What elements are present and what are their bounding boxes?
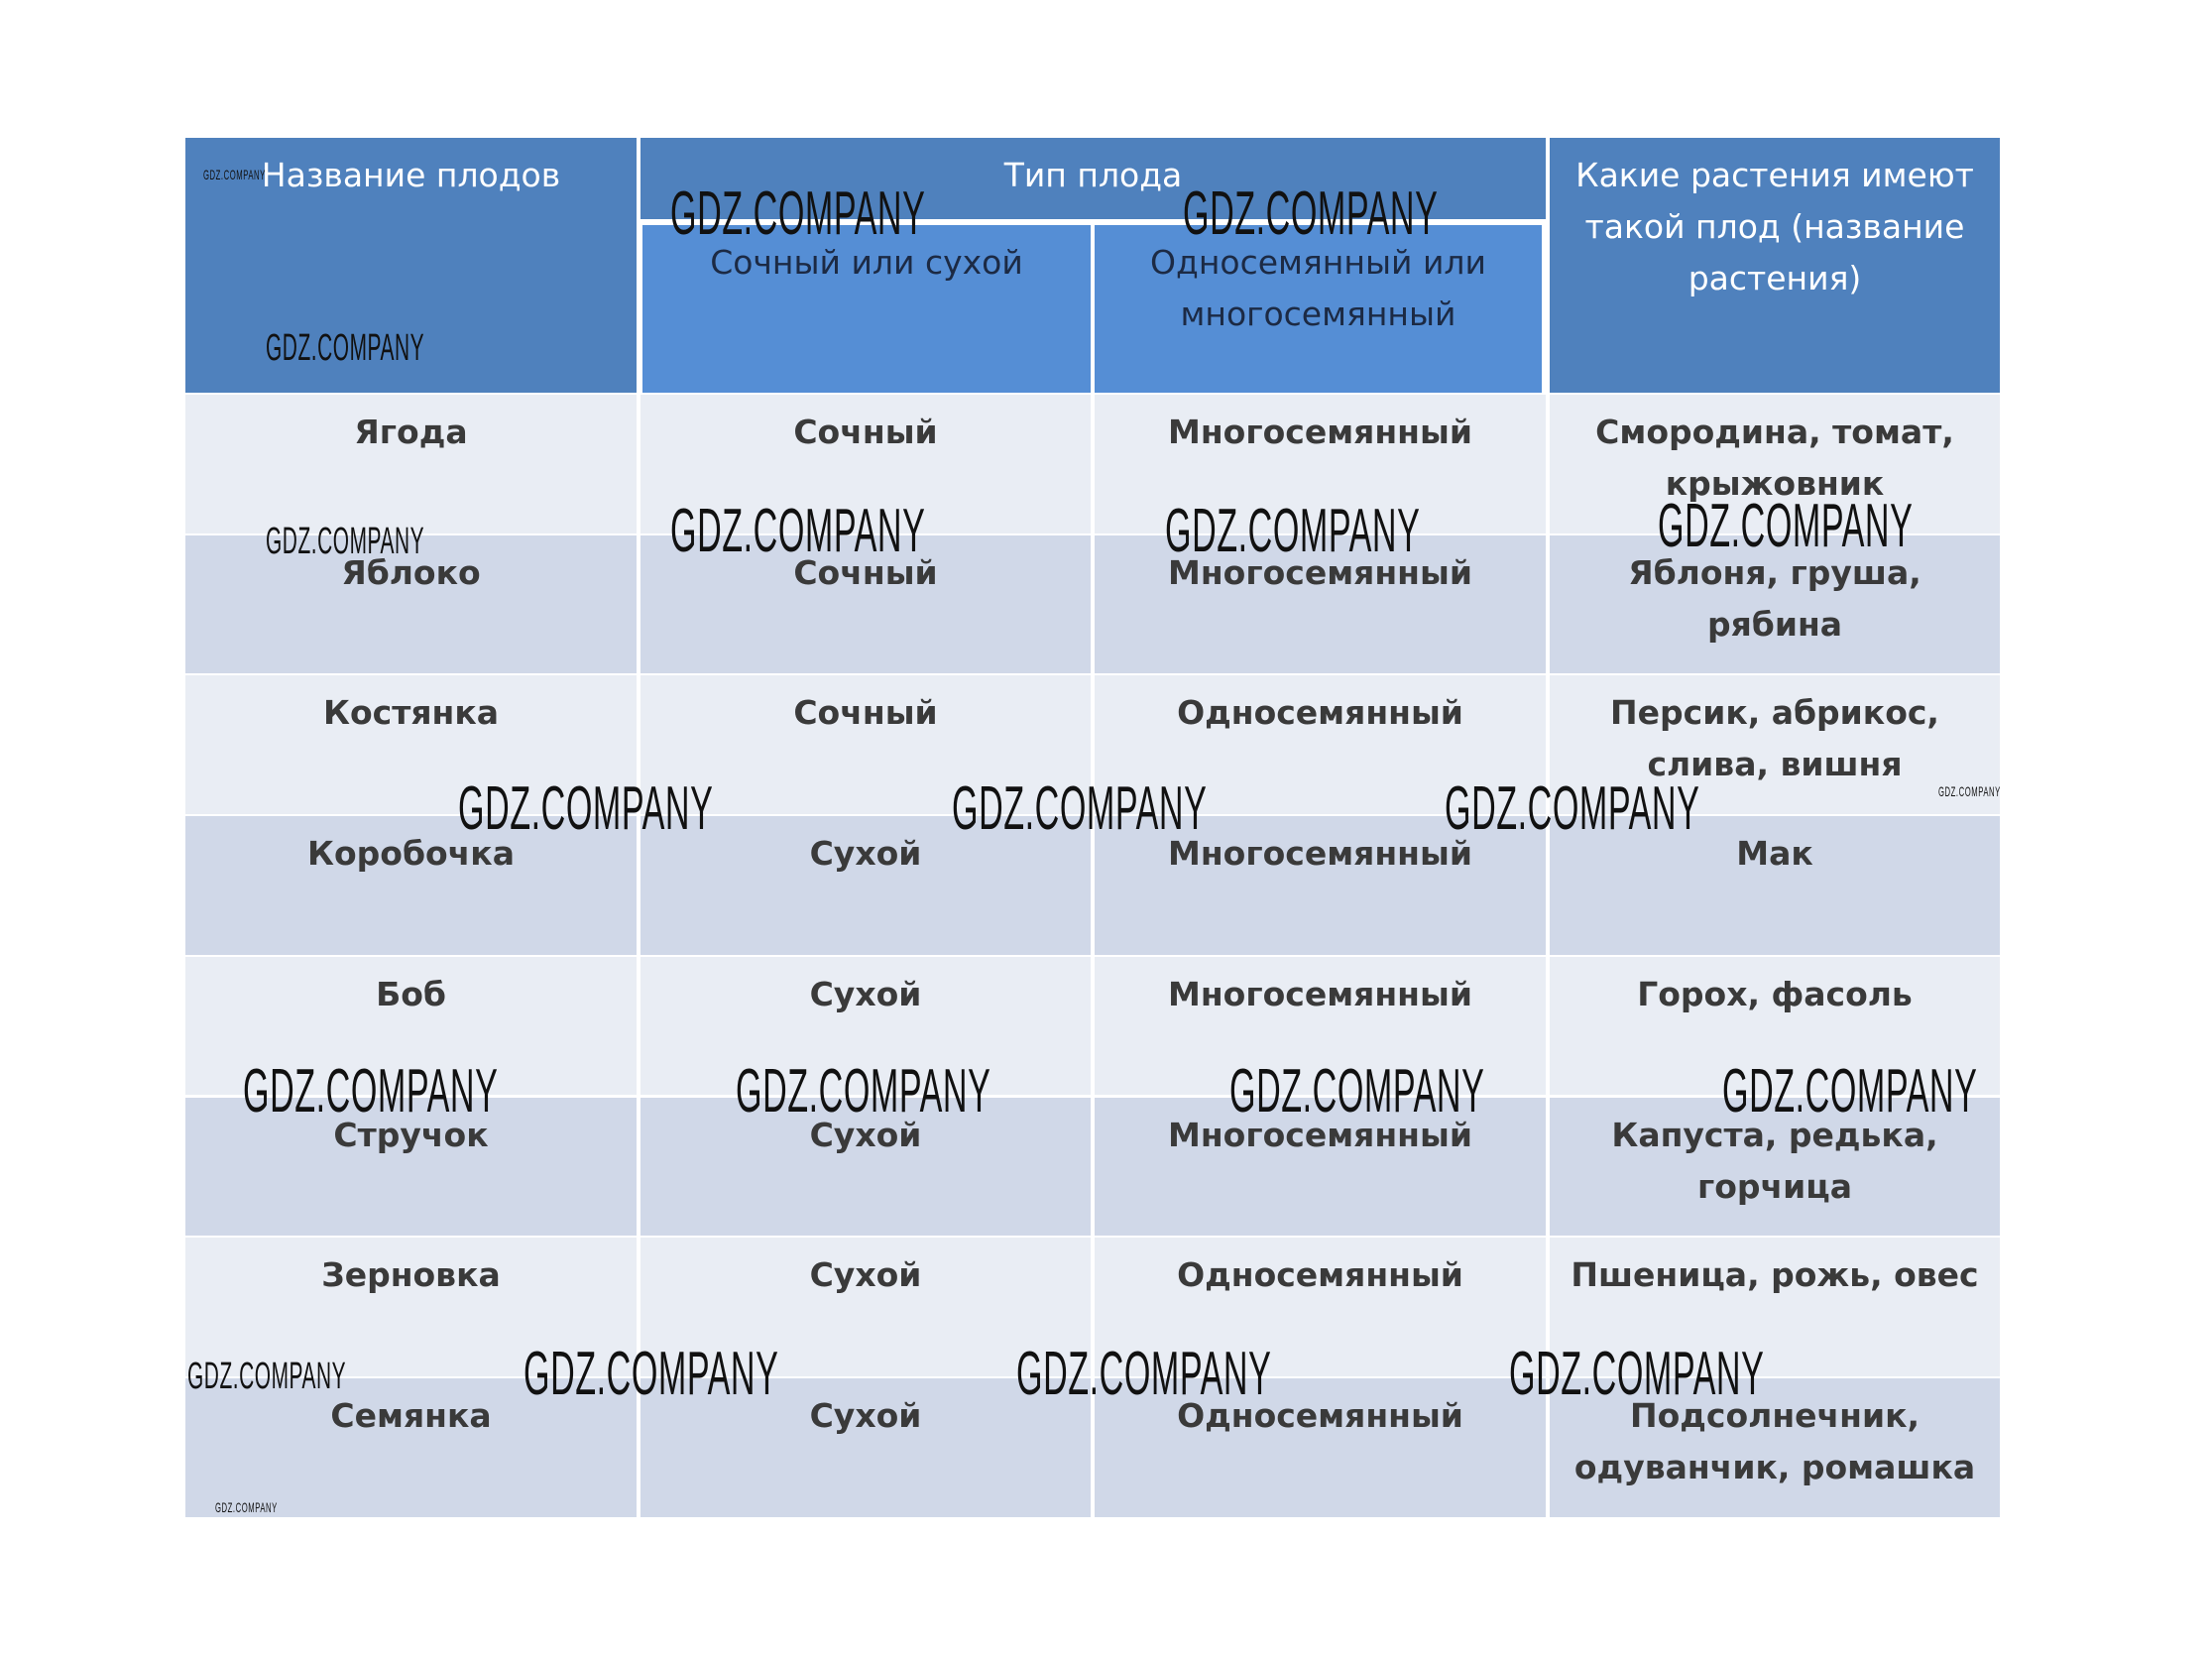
cell-name: Яблоко bbox=[185, 534, 637, 674]
header-fruit-name: Название плодов bbox=[185, 138, 637, 393]
cell-name: Семянка bbox=[185, 1377, 637, 1517]
fruit-types-table: Название плодов Тип плода Сочный или сух… bbox=[185, 138, 2000, 1519]
cell-type: Сочный bbox=[640, 675, 1091, 815]
cell-name: Стручок bbox=[185, 1097, 637, 1237]
cell-seeds: Односемянный bbox=[1095, 1377, 1546, 1517]
cell-seeds: Многосемянный bbox=[1095, 816, 1546, 955]
cell-type: Сухой bbox=[640, 816, 1091, 955]
cell-plants: Мак bbox=[1550, 816, 2000, 955]
cell-plants: Горох, фасоль bbox=[1550, 956, 2000, 1096]
cell-plants: Яблоня, груша, рябина bbox=[1550, 534, 2000, 674]
cell-seeds: Многосемянный bbox=[1095, 1097, 1546, 1237]
cell-type: Сухой bbox=[640, 1097, 1091, 1237]
cell-seeds: Односемянный bbox=[1095, 675, 1546, 815]
cell-plants: Персик, абрикос, слива, вишня bbox=[1550, 675, 2000, 815]
cell-seeds: Многосемянный bbox=[1095, 395, 1546, 533]
cell-plants: Капуста, редька, горчица bbox=[1550, 1097, 2000, 1237]
cell-name: Ягода bbox=[185, 395, 637, 533]
cell-plants: Пшеница, рожь, овес bbox=[1550, 1238, 2000, 1376]
cell-type: Сухой bbox=[640, 1377, 1091, 1517]
header-juicy-or-dry: Сочный или сухой bbox=[642, 225, 1091, 393]
cell-plants: Подсолнечник, одуванчик, ромашка bbox=[1550, 1377, 2000, 1517]
header-plants: Какие растения имеют такой плод (названи… bbox=[1550, 138, 2000, 393]
header-fruit-type: Тип плода bbox=[640, 138, 1546, 219]
cell-seeds: Многосемянный bbox=[1095, 534, 1546, 674]
cell-seeds: Многосемянный bbox=[1095, 956, 1546, 1096]
cell-plants: Смородина, томат, крыжовник bbox=[1550, 395, 2000, 533]
cell-type: Сочный bbox=[640, 534, 1091, 674]
header-seed-count: Односемянный или многосемянный bbox=[1095, 225, 1542, 393]
cell-name: Зерновка bbox=[185, 1238, 637, 1376]
cell-seeds: Односемянный bbox=[1095, 1238, 1546, 1376]
cell-name: Боб bbox=[185, 956, 637, 1096]
cell-type: Сухой bbox=[640, 956, 1091, 1096]
cell-type: Сухой bbox=[640, 1238, 1091, 1376]
cell-name: Костянка bbox=[185, 675, 637, 815]
cell-name: Коробочка bbox=[185, 816, 637, 955]
cell-type: Сочный bbox=[640, 395, 1091, 533]
